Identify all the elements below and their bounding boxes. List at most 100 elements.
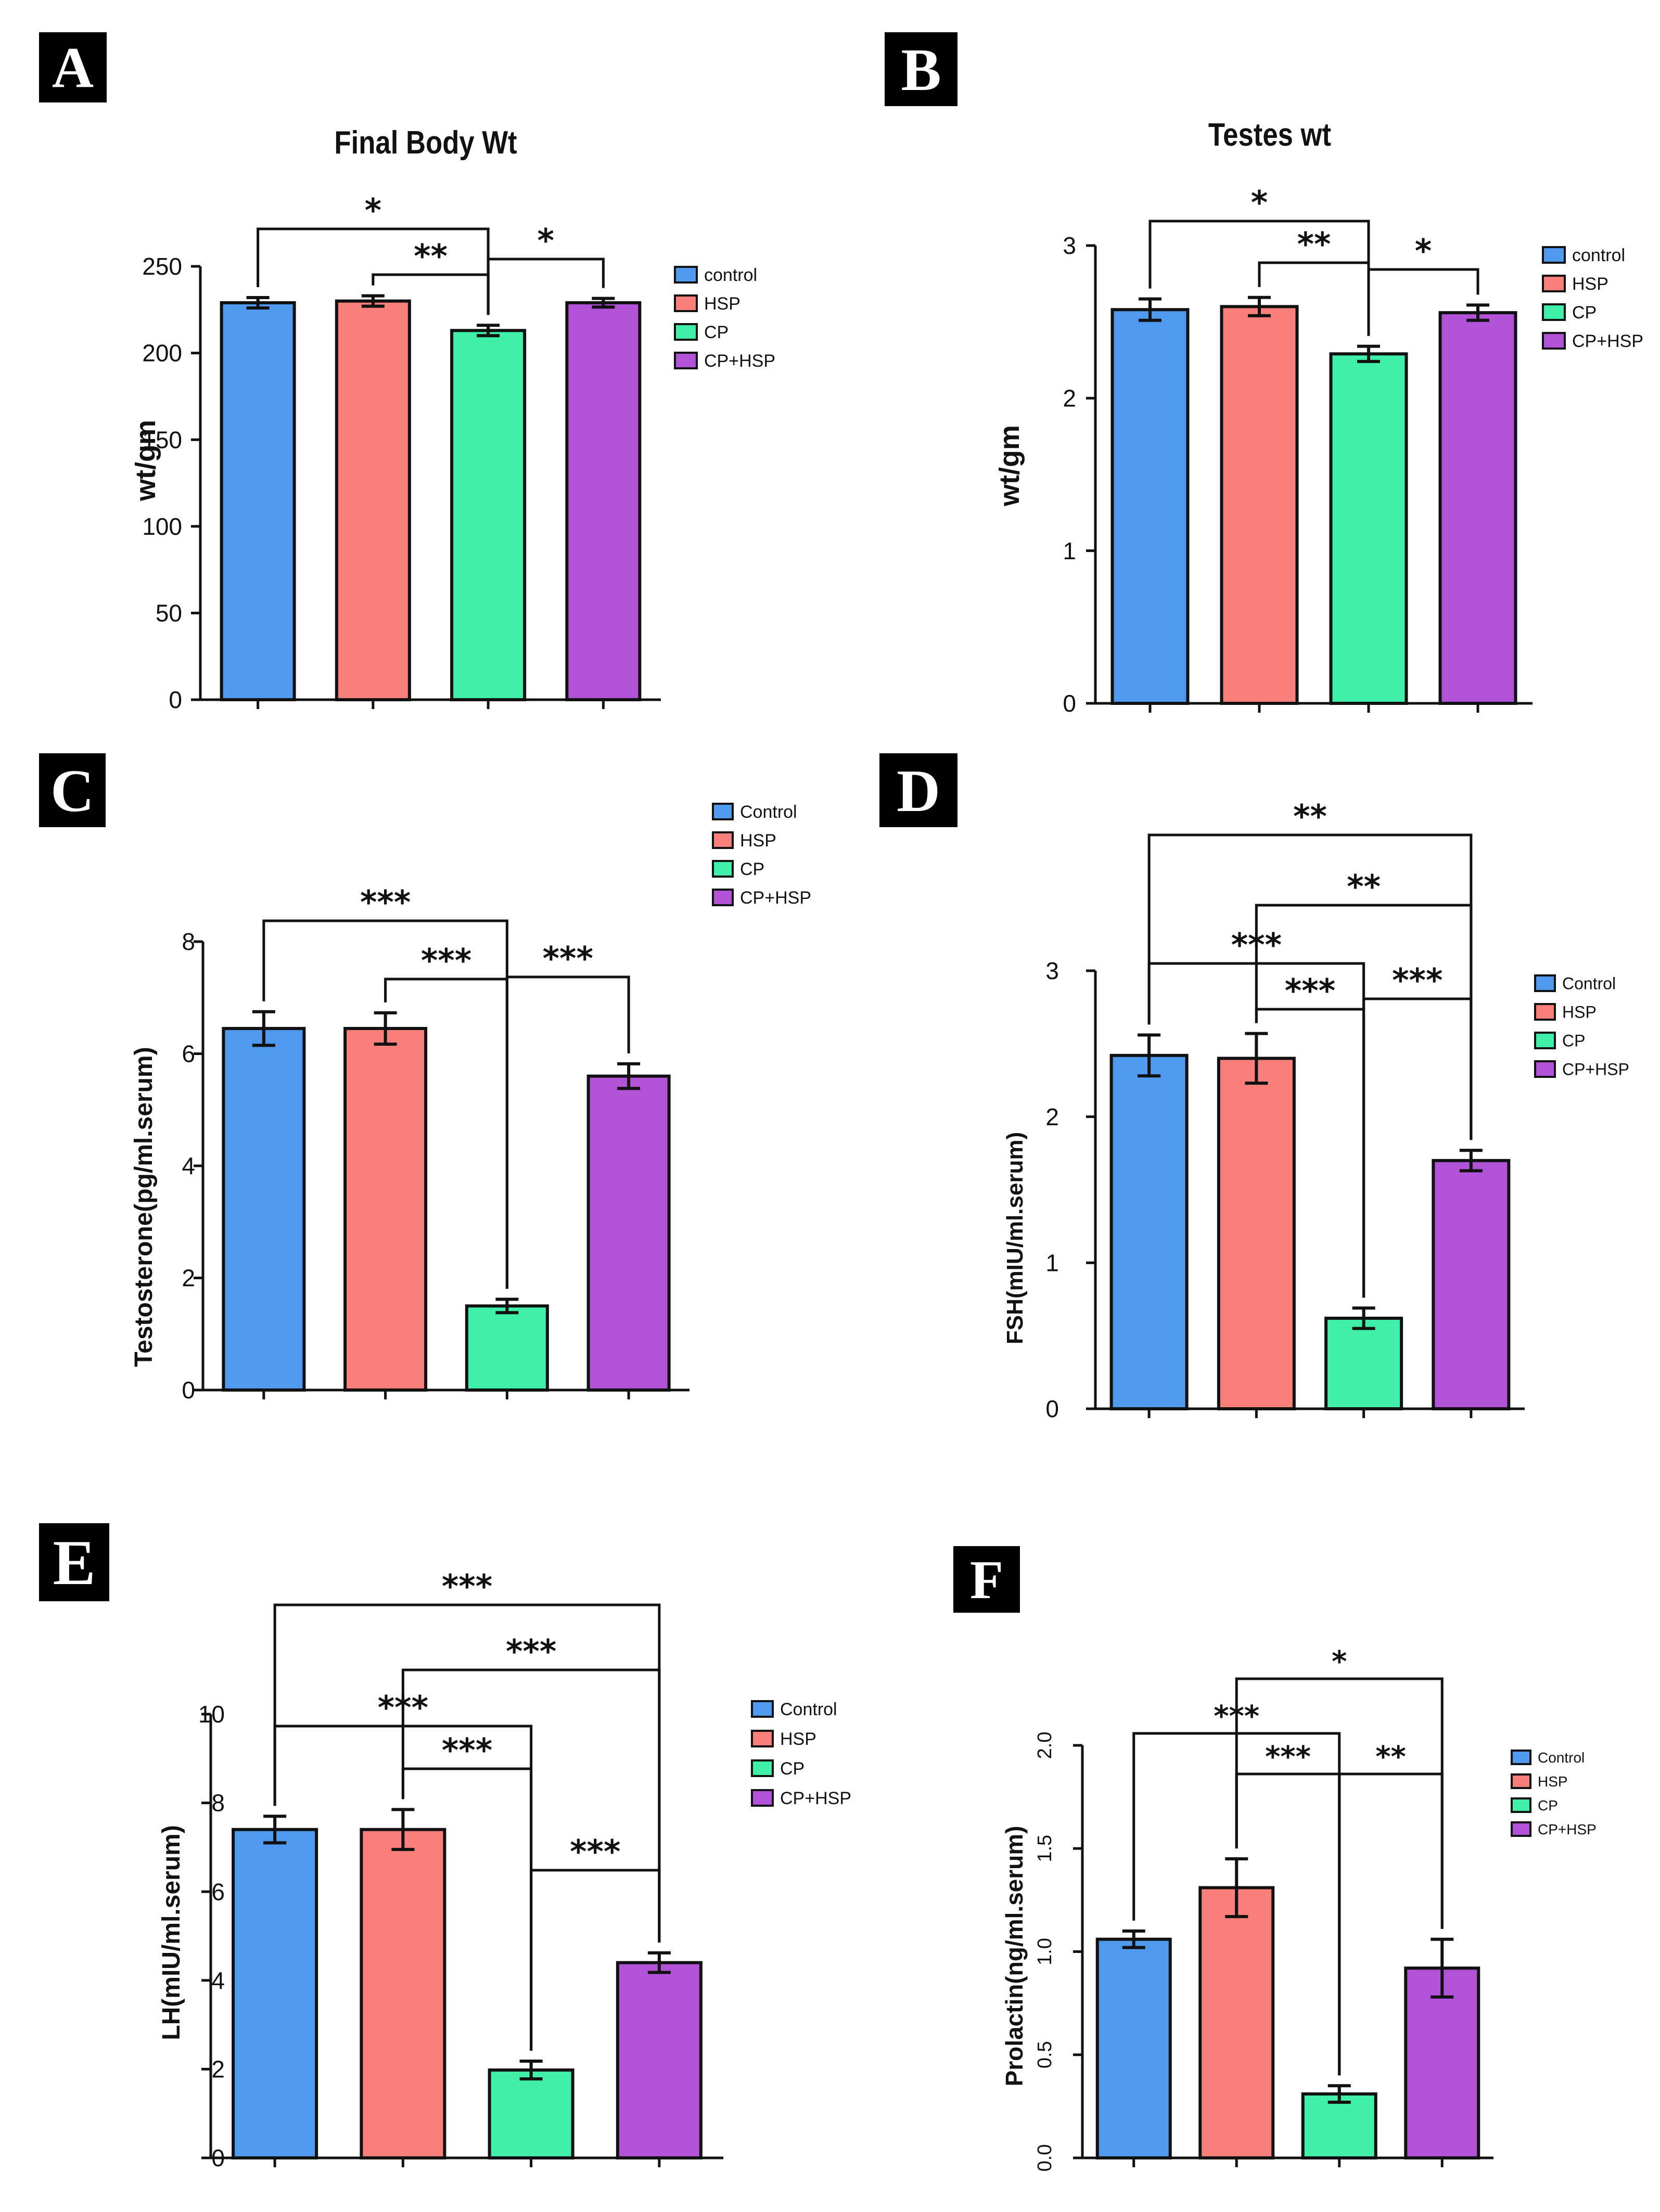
significance-label: * (365, 191, 381, 229)
y-tick-label: 50 (156, 600, 182, 627)
significance-label: *** (570, 1833, 620, 1871)
legend-label: Control (740, 802, 797, 822)
bar (1220, 305, 1299, 705)
y-axis-label: LH(mIU/ml.serum) (158, 1825, 185, 2040)
legend-label: HSP (1572, 274, 1608, 294)
legend-label: CP (1572, 303, 1597, 323)
panel-letter: B (901, 37, 941, 104)
legend-swatch (1534, 1032, 1556, 1049)
y-tick-label: 100 (142, 513, 182, 540)
legend-swatch (1542, 303, 1566, 321)
y-axis-label: Testosterone(pg/ml.serum) (130, 1047, 158, 1367)
bar (1110, 308, 1190, 705)
chart-title: Final Body Wt (334, 125, 517, 161)
y-tick-label: 8 (182, 928, 195, 955)
legend-swatch (1542, 275, 1566, 292)
y-tick-label: 8 (211, 1790, 225, 1817)
legend-label: CP (740, 859, 764, 879)
bar (586, 1074, 671, 1392)
significance-bracket (1362, 997, 1473, 1298)
legend-label: control (704, 265, 757, 285)
significance-label: *** (442, 1731, 492, 1769)
y-axis-label: wt/gm (130, 420, 161, 501)
y-tick-label: 0 (169, 686, 182, 713)
legend-label: HSP (740, 831, 776, 851)
y-tick-label: 2.0 (1034, 1732, 1056, 1759)
significance-label: *** (1231, 926, 1282, 964)
chart-panel-e: E LH(mIU/ml.serum) 0 2 4 6 8 10 *** *** *** *** *** C… (39, 1523, 851, 2171)
y-tick-label: 200 (142, 340, 182, 367)
bar (616, 1961, 703, 2159)
legend-swatch (751, 1700, 774, 1718)
significance-label: * (538, 222, 554, 260)
significance-bracket (273, 1603, 661, 1943)
legend-swatch (1542, 246, 1566, 264)
significance-bracket (505, 975, 630, 1289)
bar (565, 301, 642, 701)
legend-label: CP (1562, 1032, 1585, 1050)
y-tick-label: 0 (211, 2144, 225, 2171)
chart-panel-f: FProlactin(ng/ml.serum)0.00.51.01.52.0**… (953, 1546, 1597, 2171)
legend-swatch (674, 266, 698, 284)
y-tick-label: 2 (1045, 1103, 1059, 1130)
panel-letter-box (885, 32, 957, 106)
significance-label: *** (378, 1689, 428, 1727)
y-tick-label: 3 (1063, 232, 1076, 259)
chart-title: Testes wt (1208, 117, 1331, 153)
significance-bracket (1338, 1772, 1444, 2076)
legend-label: CP+HSP (1562, 1060, 1629, 1079)
panel-letter-box (39, 753, 106, 827)
legend-label: CP+HSP (1538, 1821, 1597, 1837)
legend-label: CP+HSP (740, 888, 811, 908)
y-tick-label: 0.5 (1034, 2041, 1056, 2068)
y-tick-label: 4 (211, 1967, 225, 1994)
significance-label: *** (442, 1567, 492, 1605)
legend-swatch (712, 889, 734, 906)
y-tick-label: 1.5 (1034, 1835, 1056, 1862)
significance-label: ** (1297, 225, 1331, 263)
legend-label: Control (780, 1700, 837, 1719)
y-tick-label: 1.0 (1034, 1938, 1056, 1965)
legend-label: HSP (780, 1729, 816, 1749)
bar (1217, 1057, 1296, 1410)
bar (1324, 1316, 1403, 1410)
significance-label: * (1251, 184, 1268, 222)
bar (1198, 1886, 1275, 2159)
y-tick-label: 0 (182, 1377, 195, 1404)
legend-swatch (751, 1759, 774, 1777)
significance-bracket (1367, 268, 1479, 336)
bar (1109, 1053, 1189, 1410)
significance-label: *** (421, 942, 471, 980)
legend-label: control (1572, 246, 1625, 265)
significance-label: ** (1347, 868, 1381, 906)
y-tick-label: 1 (1045, 1249, 1059, 1276)
legend-label: HSP (1538, 1773, 1568, 1790)
panel-letter: F (970, 1549, 1003, 1610)
y-axis-label: Prolactin(ng/ml.serum) (1001, 1826, 1028, 2087)
panel-letter-box (879, 753, 957, 827)
significance-label: *** (360, 883, 411, 921)
y-tick-label: 6 (211, 1878, 225, 1905)
y-tick-label: 6 (182, 1040, 195, 1068)
legend-label: CP+HSP (1572, 331, 1643, 351)
bar (450, 329, 527, 701)
panel-letter-box (39, 32, 107, 102)
legend-swatch (674, 294, 698, 312)
legend-label: HSP (1562, 1003, 1597, 1022)
bar (1329, 352, 1408, 705)
legend-swatch (712, 831, 734, 849)
y-tick-label: 150 (142, 426, 182, 453)
legend-swatch (1511, 1773, 1531, 1789)
legend-swatch (1511, 1750, 1531, 1765)
significance-label: * (1332, 1645, 1347, 1679)
legend-label: CP+HSP (780, 1789, 851, 1808)
y-axis-label: FSH(mIU/ml.serum) (1002, 1132, 1028, 1344)
y-tick-label: 0.0 (1034, 2144, 1056, 2172)
significance-label: *** (1285, 972, 1335, 1010)
legend-swatch (1511, 1821, 1531, 1837)
panel-letter-box (39, 1523, 109, 1601)
significance-bracket (401, 1668, 661, 1943)
legend-swatch (674, 352, 698, 369)
